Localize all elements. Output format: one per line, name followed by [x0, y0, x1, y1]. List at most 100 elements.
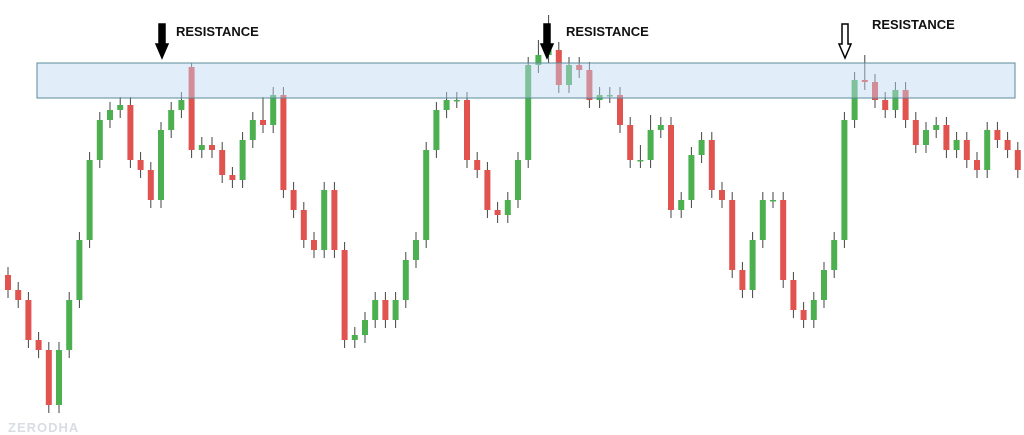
candle-body — [994, 130, 1001, 140]
candle-body — [708, 140, 715, 190]
candle-body — [780, 200, 787, 280]
candle-body — [413, 240, 419, 260]
arrow — [837, 23, 853, 60]
candle-body — [464, 100, 470, 160]
candle-body — [698, 140, 705, 155]
candle-body — [892, 90, 899, 110]
candle-body — [606, 95, 613, 97]
candle-body — [963, 140, 970, 160]
candle-body — [25, 300, 32, 340]
arrow — [154, 23, 170, 60]
candle-body — [443, 100, 450, 110]
candle-body — [35, 340, 42, 350]
candle-body — [790, 280, 797, 310]
candle-body — [555, 50, 562, 85]
candle-body — [96, 120, 103, 160]
candle-body — [260, 120, 266, 125]
candle-body — [474, 160, 481, 170]
candle-body — [5, 275, 11, 290]
candle-body — [637, 160, 644, 162]
candle-body — [45, 350, 52, 405]
candle-body — [800, 310, 807, 320]
candle-body — [749, 240, 756, 290]
candle-body — [127, 105, 134, 160]
candle-body — [56, 350, 62, 405]
arrow — [539, 23, 555, 60]
candle-body — [137, 160, 144, 170]
candle-body — [770, 200, 776, 202]
candle-body — [841, 120, 848, 240]
candle-body — [943, 125, 950, 150]
candle-body — [86, 160, 93, 240]
candle-body — [535, 55, 542, 65]
candle-body — [270, 95, 277, 125]
candle-body — [902, 90, 909, 120]
candle-body — [974, 160, 980, 170]
candle-body — [321, 190, 328, 250]
candle-body — [311, 240, 317, 250]
candle-body — [76, 240, 83, 300]
candle-body — [249, 120, 256, 140]
candle-body — [341, 250, 348, 340]
candle-body — [627, 125, 634, 160]
candle-body — [576, 65, 583, 70]
candle-body — [821, 270, 827, 300]
candle-body — [188, 67, 195, 150]
candle-body — [351, 335, 358, 340]
candle-body — [933, 125, 940, 130]
candle-body — [239, 140, 246, 180]
candle-body — [953, 140, 960, 150]
candle-body — [729, 200, 736, 270]
watermark: ZERODHA — [8, 420, 79, 435]
candle-body — [831, 240, 838, 270]
candle-body — [198, 145, 205, 150]
candle-body — [484, 170, 491, 210]
candle-body — [759, 200, 766, 240]
annotation: RESISTANCE — [872, 17, 955, 32]
candle-body — [15, 290, 22, 300]
candle-body — [168, 110, 175, 130]
candle-body — [525, 65, 532, 160]
candle-body — [617, 95, 623, 125]
candle-body — [402, 260, 409, 300]
candle-body — [178, 100, 185, 110]
candle-body — [984, 130, 991, 170]
candle-body — [331, 190, 338, 250]
candle-body — [453, 100, 460, 102]
candle-body — [219, 150, 226, 175]
candle-body — [912, 120, 919, 145]
candle-body — [158, 130, 164, 200]
candle-body — [657, 125, 664, 130]
candle-body — [923, 130, 929, 145]
candle-body — [362, 320, 368, 335]
candle-body — [739, 270, 746, 290]
candle-body — [515, 160, 521, 200]
annotation: RESISTANCE — [176, 24, 259, 39]
candle-body — [851, 80, 858, 120]
candle-body — [688, 155, 695, 200]
candle-body — [229, 175, 236, 180]
candle-body — [372, 300, 379, 320]
candle-body — [117, 105, 124, 110]
candle-body — [647, 130, 654, 160]
candle-body — [66, 300, 73, 350]
annotation: RESISTANCE — [566, 24, 649, 39]
candle-body — [861, 80, 868, 82]
candle-body — [107, 110, 113, 120]
candle-body — [290, 190, 297, 210]
candle-body — [1004, 140, 1011, 150]
candle-body — [209, 145, 215, 150]
candle-body — [433, 110, 440, 150]
candle-body — [872, 82, 878, 100]
candle-body — [719, 190, 725, 200]
resistance-zone — [36, 62, 1016, 99]
candle-body — [280, 95, 287, 190]
candle-body — [1014, 150, 1021, 170]
candle-body — [147, 170, 154, 200]
candle-body — [882, 100, 889, 110]
candle-body — [678, 200, 685, 210]
candle-body — [392, 300, 399, 320]
candle-body — [382, 300, 389, 320]
candle-body — [300, 210, 307, 240]
